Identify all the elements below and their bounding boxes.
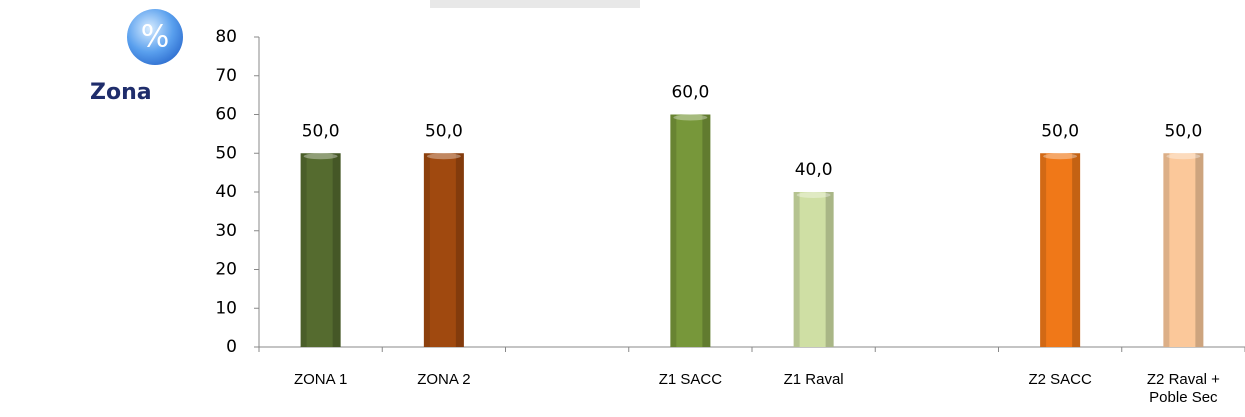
bar-shade [825,192,834,347]
bar-shade [332,153,341,347]
bar-shade [1195,153,1204,347]
y-label: Zona [90,80,152,105]
bar-cap [426,153,461,160]
bar-shade [702,114,711,347]
bar-cap [673,114,708,121]
y-tick-label: 30 [215,221,237,241]
bar [423,153,464,347]
badge-text: % [141,20,170,55]
bar-shade [423,153,430,347]
y-tick-label: 20 [215,260,237,280]
value-label: 50,0 [1041,121,1079,141]
x-tick-label: ZONA 2 [417,371,471,388]
header-box [430,0,640,8]
bar [793,192,834,347]
value-label: 50,0 [1164,121,1202,141]
y-tick-label: 70 [215,66,237,86]
bar [1163,153,1204,347]
badge [127,9,183,65]
bar-shade [1163,153,1170,347]
y-tick-label: 60 [215,105,237,125]
value-label: 60,0 [671,83,709,103]
bar [670,114,711,347]
y-tick-label: 40 [215,182,237,202]
y-tick-label: 0 [226,337,237,357]
value-label: 50,0 [425,121,463,141]
bar-shade [300,153,307,347]
value-label: 40,0 [795,160,833,180]
bar-cap [796,192,831,198]
bar-shade [793,192,800,347]
bar-shade [1040,153,1047,347]
y-tick-label: 50 [215,143,237,163]
x-tick-label: Z2 Raval + Poble Sec [1146,371,1220,406]
bar-cap [1166,153,1201,160]
x-tick-label: Z1 Raval [783,371,844,388]
y-tick-label: 10 [215,298,237,318]
y-tick-label: 80 [215,27,237,47]
bar-cap [1043,153,1078,160]
bar-shade [455,153,464,347]
bar-shade [1072,153,1081,347]
bar [300,153,341,347]
x-tick-label: Z2 SACC [1028,371,1092,388]
x-tick-label: ZONA 1 [293,371,348,388]
bar [1040,153,1081,347]
bar-shade [670,114,677,347]
value-label: 50,0 [302,121,340,141]
x-tick-label: Z1 SACC [658,371,723,388]
bar-cap [303,153,338,160]
